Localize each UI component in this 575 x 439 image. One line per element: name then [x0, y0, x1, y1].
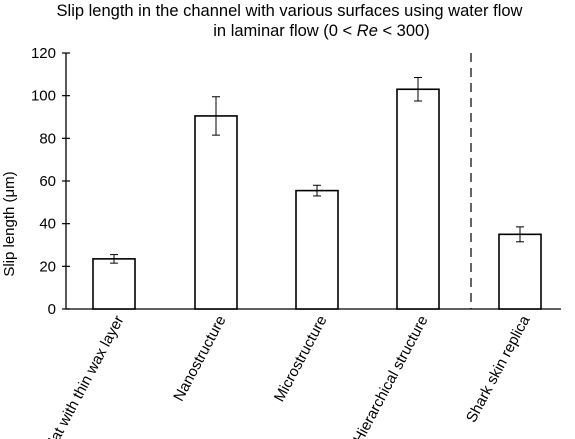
bar [92, 258, 136, 310]
bar [295, 189, 339, 310]
bar [194, 115, 238, 310]
y-tick-label: 20 [39, 258, 56, 275]
x-tick-label: Hierarchical structure [350, 313, 432, 439]
title-text-re: Re [356, 22, 378, 40]
y-tick-label: 40 [39, 216, 56, 233]
chart-title-line-1: Slip length in the channel with various … [56, 2, 523, 20]
title-text-post: < 300) [377, 22, 430, 40]
x-tick-label: Shark skin replica [463, 312, 534, 425]
x-tick-label: Nanostructure [170, 313, 229, 404]
y-tick-label: 0 [48, 301, 56, 318]
title-text-pre: in laminar flow (0 < [213, 22, 357, 40]
y-tick-label: 60 [39, 173, 56, 190]
y-tick-label: 120 [31, 45, 56, 62]
x-tick-label: Flat with thin wax layer [41, 313, 127, 439]
y-tick-label: 80 [39, 130, 56, 147]
y-tick-label: 100 [31, 88, 56, 105]
chart-title-line-2: in laminar flow (0 < Re < 300) [34, 21, 575, 41]
x-tick-label: Microstructure [271, 313, 331, 405]
y-axis-label: Slip length (μm) [1, 171, 18, 276]
bar [498, 233, 542, 310]
bar [396, 88, 440, 310]
